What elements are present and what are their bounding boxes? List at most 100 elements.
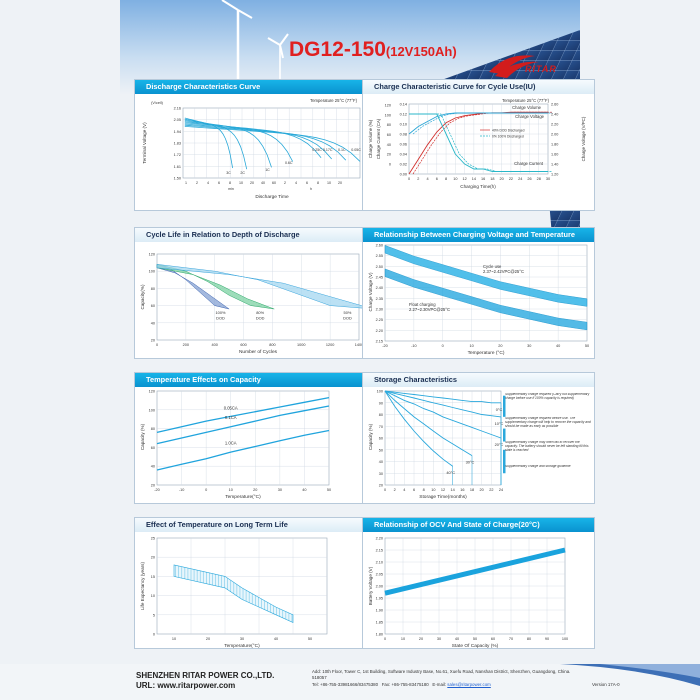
y-tick-label: 1.95	[376, 597, 383, 601]
x-tick-label: 12	[462, 177, 466, 181]
life-band	[173, 564, 294, 623]
y-tick-label: 2.40	[551, 113, 558, 117]
y-tick-label: 5	[153, 613, 155, 617]
storage-note: Supplementary charge and storage guideli…	[505, 465, 571, 468]
y-tick-label: 0.08	[400, 133, 407, 137]
y-tick-label: 2.25	[376, 318, 383, 322]
panel-discharge: Discharge Characteristics Curve (V/cell)…	[134, 79, 367, 211]
plot-frame	[156, 390, 330, 486]
y-tick-label: 80	[151, 427, 155, 431]
footer-graphic	[0, 664, 700, 700]
y-unit: (V/cell)	[151, 101, 164, 105]
y-tick-label: 50	[379, 448, 383, 452]
y-tick-label: 2.20	[551, 123, 558, 127]
y-tick-label: 2.15	[376, 340, 383, 344]
zone-marker	[503, 395, 506, 417]
plot-frame	[156, 537, 328, 635]
y-tick-label: 1.60	[551, 153, 558, 157]
y-tick-label: 80	[151, 287, 155, 291]
temperature-label: 0°C	[496, 407, 503, 412]
y-tick-label: 40	[151, 465, 155, 469]
discharge-chart: (V/cell) Temperature 25°C (77°F) Terminal …	[142, 98, 361, 200]
x-tick-label: 100	[562, 637, 568, 641]
x-tick-label: 28	[537, 177, 541, 181]
cycle-use-label: Cycle use	[483, 264, 502, 269]
ocv-chart: Battery Voltage (V) 2.20 2.15 2.10 2.05 2.00 1…	[368, 537, 568, 649]
y-tick-label: 0.14	[400, 103, 407, 107]
x-tick-label: 50	[308, 637, 312, 641]
panel-charge: Charge Characteristic Curve for Cycle Us…	[362, 79, 595, 211]
y-tick-label: 120	[385, 104, 391, 108]
float-range: 2.27~2.30VPC@25°C	[409, 307, 450, 312]
x-tick-label: 2	[284, 181, 286, 185]
legend-label: 40% DOD Discharged	[492, 129, 525, 133]
x-tick-label: 0	[408, 177, 410, 181]
x-tick-label: 4	[426, 177, 428, 181]
x-axis-label: Temperature (°C)	[468, 350, 505, 356]
y-tick-label: 0	[389, 163, 391, 167]
y-tick-label: 1.50	[174, 177, 181, 181]
panel-title: Cycle Life in Relation to Depth of Disch…	[135, 228, 366, 242]
y-tick-label: 40	[379, 460, 383, 464]
y-tick-label: 120	[149, 253, 155, 257]
y-tick-label: 0	[153, 633, 155, 637]
x-unit-h: h	[310, 187, 312, 191]
x-tick-label: 1	[185, 181, 187, 185]
y-tick-label: 20	[387, 153, 391, 157]
email-link[interactable]: sales@ritarpower.com	[447, 682, 491, 687]
temperature-label: 40°C	[446, 470, 455, 475]
label-charge-voltage: Charge Voltage	[515, 114, 545, 119]
x-tick-label: 18	[490, 177, 494, 181]
x-tick-label: 20	[338, 181, 342, 185]
panel-chargingvoltage: Relationship Between Charging Voltage an…	[362, 227, 595, 359]
x-tick-label: 8	[423, 488, 425, 492]
charge-series-dashed-2	[413, 113, 552, 172]
label-charge-volume: Charge Volume	[512, 105, 542, 110]
x-tick-label: -20	[154, 488, 160, 492]
x-tick-label: 60	[272, 181, 276, 185]
panel-ocv: Relationship of OCV And State of Charge(…	[362, 517, 595, 649]
y-tick-label: 2.00	[551, 133, 558, 137]
x-tick-label: 80	[527, 637, 531, 641]
y-tick-label: 15	[151, 575, 155, 579]
panel-cycle: Cycle Life in Relation to Depth of Disch…	[134, 227, 367, 359]
storage-line-0	[384, 390, 453, 467]
x-tick-label: 40	[261, 181, 265, 185]
series-label: 1.0CA	[225, 440, 237, 445]
x-axis-label: Number of Cycles	[239, 349, 278, 355]
y-tick-label: 30	[379, 472, 383, 476]
temperature-label: 10°C	[495, 421, 504, 426]
y-tick-label: 70	[379, 425, 383, 429]
x-tick-label: 14	[451, 488, 455, 492]
dod-band-0	[156, 263, 230, 310]
x-tick-label: 0	[205, 488, 207, 492]
storage-note: Supplementary charge may often fail to r…	[505, 441, 589, 452]
company-url[interactable]: URL: www.ritarpower.com	[136, 681, 236, 690]
discharge-curve-0.1C	[184, 124, 347, 161]
temperature-note: Temperature 25°C (77°F)	[310, 98, 357, 103]
y-tick-label: 100	[149, 408, 155, 412]
curve-label: 2C	[240, 171, 245, 175]
x-tick-label: 0	[384, 488, 386, 492]
curve-label: 0.17C	[323, 148, 333, 152]
x-tick-label: 40	[302, 488, 306, 492]
y-tick-label: 2.40	[376, 286, 383, 290]
storage-note-text: Supplementary charge may often fail to r…	[505, 441, 589, 452]
y-tick-label: 20	[151, 339, 155, 343]
y-tick-label: 1.85	[376, 621, 383, 625]
y-tick-label: 2.20	[376, 329, 383, 333]
x-tick-label: 1200	[326, 343, 334, 347]
x-axis-label: Discharge Time	[255, 194, 289, 200]
x-tick-label: 20	[253, 488, 257, 492]
x-tick-label: 600	[240, 343, 246, 347]
y-axis-label: Capacity(%)	[140, 284, 145, 309]
x-axis-label: Charging Time(h)	[460, 184, 496, 189]
curve-label: 1C	[265, 168, 270, 172]
x-tick-label: 2	[417, 177, 419, 181]
storage-note-text: Supplementary charge required before use…	[505, 417, 591, 428]
x-tick-label: 10	[401, 637, 405, 641]
x-tick-label: 20	[419, 637, 423, 641]
x-tick-label: 8	[229, 181, 231, 185]
y-tick-label: 100	[149, 270, 155, 274]
